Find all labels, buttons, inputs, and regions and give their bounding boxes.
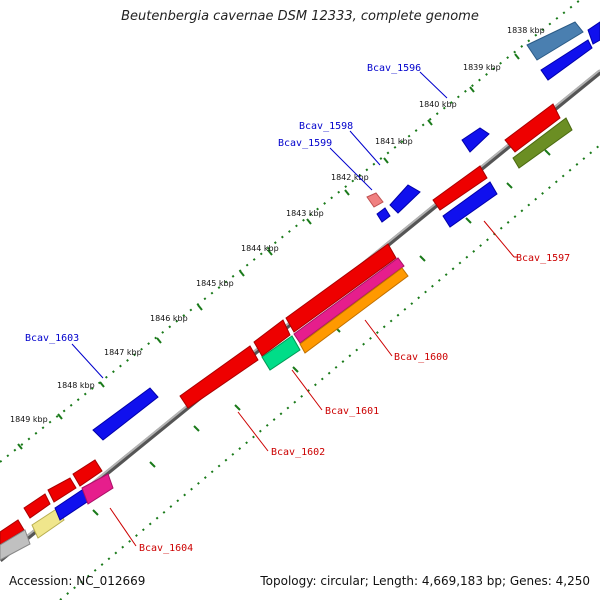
gene-label[interactable]: Bcav_1596 [367, 63, 421, 74]
gene-feature[interactable] [504, 103, 561, 153]
outer-scale-ring [0, 0, 581, 463]
gene-feature[interactable] [293, 257, 405, 344]
gene-feature[interactable] [47, 477, 77, 503]
tick-label: 1843 kbp [286, 209, 324, 218]
gene-label[interactable]: Bcav_1601 [325, 406, 379, 417]
gene-feature[interactable] [253, 319, 291, 357]
gene-feature[interactable] [31, 507, 65, 539]
gene-feature[interactable] [540, 39, 593, 81]
tick-labels: 1838 kbp 1839 kbp 1840 kbp 1841 kbp 1842… [10, 26, 545, 424]
tick-label: 1848 kbp [57, 381, 95, 390]
reverse-label-lines [109, 220, 518, 547]
tick-label: 1838 kbp [507, 26, 545, 35]
tick-label: 1844 kbp [241, 244, 279, 253]
gene-feature[interactable] [285, 243, 397, 333]
forward-label-lines [71, 71, 448, 379]
gene-feature[interactable] [23, 493, 51, 519]
tick-label: 1839 kbp [463, 63, 501, 72]
gene-feature[interactable] [299, 267, 409, 354]
inner-scale-ring [59, 144, 600, 600]
gene-labels: Bcav_1596 Bcav_1598 Bcav_1599 Bcav_1603 … [25, 63, 570, 554]
gene-feature[interactable] [512, 117, 573, 169]
gene-feature[interactable] [587, 21, 600, 45]
gene-label[interactable]: Bcav_1604 [139, 543, 193, 554]
reverse-strand-genes [0, 103, 573, 561]
tick-label: 1845 kbp [196, 279, 234, 288]
gene-label[interactable]: Bcav_1597 [516, 253, 570, 264]
gene-feature[interactable] [366, 192, 384, 208]
gene-feature[interactable] [179, 345, 259, 409]
accession-text: Accession: NC_012669 [9, 574, 146, 588]
gene-label[interactable]: Bcav_1599 [278, 138, 332, 149]
tick-label: 1846 kbp [150, 314, 188, 323]
gene-feature[interactable] [81, 473, 114, 505]
genome-summary-text: Topology: circular; Length: 4,669,183 bp… [260, 574, 590, 588]
gene-feature[interactable] [432, 165, 488, 211]
gene-feature[interactable] [72, 459, 103, 487]
tick-label: 1841 kbp [375, 137, 413, 146]
gene-feature[interactable] [461, 127, 490, 153]
map-title: Beutenbergia cavernae DSM 12333, complet… [121, 9, 479, 24]
gene-feature[interactable] [376, 207, 391, 223]
gene-feature[interactable] [0, 519, 25, 546]
gene-label[interactable]: Bcav_1603 [25, 333, 79, 344]
gene-feature[interactable] [389, 184, 421, 214]
gene-feature[interactable] [526, 21, 584, 61]
gene-label[interactable]: Bcav_1598 [299, 121, 353, 132]
gene-label[interactable]: Bcav_1600 [394, 352, 448, 363]
tick-label: 1849 kbp [10, 415, 48, 424]
gene-feature[interactable] [442, 181, 498, 228]
tick-label: 1842 kbp [331, 173, 369, 182]
gene-feature[interactable] [261, 335, 301, 371]
tick-label: 1847 kbp [104, 348, 142, 357]
outer-major-ticks [17, 53, 520, 450]
tick-label: 1840 kbp [419, 100, 457, 109]
forward-strand-genes [0, 21, 600, 546]
gene-feature[interactable] [92, 387, 159, 441]
gene-label[interactable]: Bcav_1602 [271, 447, 325, 458]
gene-feature[interactable] [0, 529, 31, 561]
